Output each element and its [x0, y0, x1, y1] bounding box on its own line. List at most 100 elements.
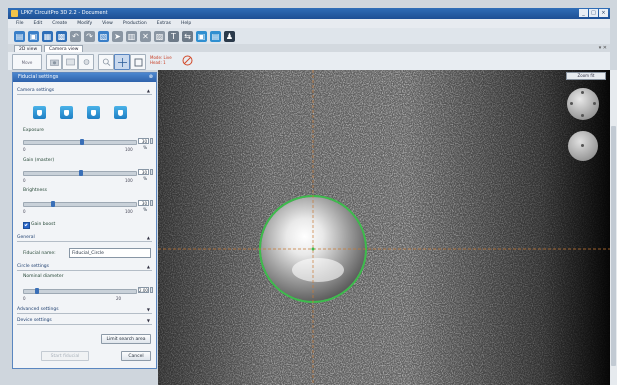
navigation-wheel[interactable] — [567, 88, 599, 120]
device-settings-label: Device settings — [17, 318, 52, 323]
menu-file[interactable]: File — [16, 21, 24, 26]
diameter-label: Nominal diameter — [23, 274, 64, 279]
text-icon[interactable]: T — [168, 30, 179, 42]
zoom-button[interactable] — [98, 54, 114, 70]
menu-extras[interactable]: Extras — [156, 21, 171, 26]
diameter-value[interactable]: 2.00 — [138, 287, 149, 293]
brightness-slider[interactable] — [23, 201, 137, 207]
print-icon[interactable]: ▩ — [56, 30, 67, 42]
minimize-button[interactable]: _ — [579, 9, 588, 17]
menu-create[interactable]: Create — [52, 21, 68, 26]
diameter-spinner[interactable] — [150, 287, 153, 293]
light-preset-4-icon[interactable] — [114, 106, 127, 119]
tab-2d-view[interactable]: 2D view — [14, 45, 43, 53]
brightness-value[interactable]: 30 % — [138, 200, 149, 212]
cut-icon[interactable]: ▧ — [98, 30, 109, 42]
nav-up-icon[interactable] — [581, 91, 584, 94]
zoom-fit-button[interactable]: Zoom fit — [566, 72, 606, 80]
nav-down-icon[interactable] — [581, 114, 584, 117]
app-logo-icon — [11, 10, 18, 17]
crosshair-button[interactable] — [114, 54, 130, 70]
exposure-value[interactable]: 30 % — [138, 138, 149, 150]
move-button[interactable]: Move — [12, 54, 42, 70]
gain-boost-checkbox[interactable] — [23, 222, 30, 229]
crosshair-icon — [117, 57, 127, 67]
gain-spinner[interactable] — [150, 169, 153, 175]
menu-help[interactable]: Help — [181, 21, 192, 26]
advanced-settings-label: Advanced settings — [17, 307, 59, 312]
scrollbar-thumb[interactable] — [611, 126, 616, 366]
copy-icon[interactable]: ▨ — [154, 30, 165, 42]
circle-settings-section[interactable]: Circle settings ▲ — [17, 263, 152, 271]
open-folder-icon[interactable]: ▣ — [28, 30, 39, 42]
exposure-slider-knob[interactable] — [80, 139, 85, 145]
start-fiducial-button[interactable]: Start fiducial — [41, 351, 89, 361]
light-button[interactable] — [78, 54, 94, 70]
measure-icon[interactable]: ⇆ — [182, 30, 193, 42]
table-icon[interactable]: ▤ — [210, 30, 221, 42]
expand-icon: ▼ — [146, 307, 150, 312]
snapshot-button[interactable] — [62, 54, 78, 70]
camera-tool-button[interactable] — [46, 54, 62, 70]
device-settings-section[interactable]: Device settings ▼ — [17, 317, 152, 325]
tab-close-controls[interactable]: ▾ ✕ — [598, 45, 607, 51]
new-document-icon[interactable]: ▤ — [14, 30, 25, 42]
light-preset-2-icon[interactable] — [60, 106, 73, 119]
zoom-wheel[interactable] — [568, 131, 598, 161]
grid-icon[interactable]: ▥ — [126, 30, 137, 42]
advanced-settings-section[interactable]: Advanced settings ▼ — [17, 306, 152, 314]
redo-icon[interactable]: ↷ — [84, 30, 95, 42]
light-preset-1-icon[interactable] — [33, 106, 46, 119]
general-label: General — [17, 235, 35, 240]
menu-edit[interactable]: Edit — [33, 21, 43, 26]
pointer-icon[interactable]: ➤ — [112, 30, 123, 42]
close-button[interactable]: × — [599, 9, 608, 17]
diameter-slider[interactable] — [23, 288, 137, 294]
exposure-label: Exposure — [23, 128, 44, 133]
tab-camera-view[interactable]: Camera view — [44, 45, 84, 53]
document-tabs: 2D view Camera view ▾ ✕ — [8, 44, 610, 53]
camera-icon — [49, 59, 59, 66]
frame-button[interactable] — [130, 54, 146, 70]
gain-slider[interactable] — [23, 170, 137, 176]
exposure-min: 0 — [23, 147, 26, 152]
collapse-icon: ▲ — [146, 88, 150, 93]
panel-header: Fiducial settings ⊗ — [13, 73, 156, 82]
stop-icon[interactable] — [182, 55, 193, 66]
frame-icon — [134, 58, 142, 66]
camera-settings-label: Camera settings — [17, 88, 55, 93]
menu-view[interactable]: View — [102, 21, 113, 26]
layers-icon[interactable]: ▣ — [196, 30, 207, 42]
limit-search-area-button[interactable]: Limit search area — [101, 334, 151, 344]
gain-slider-knob[interactable] — [79, 170, 84, 176]
gain-value[interactable]: 30 % — [138, 169, 149, 181]
save-icon[interactable]: ▦ — [42, 30, 53, 42]
brightness-spinner[interactable] — [150, 200, 153, 206]
light-icon — [83, 59, 89, 65]
delete-icon[interactable]: ✕ — [140, 30, 151, 42]
maximize-button[interactable]: □ — [589, 9, 598, 17]
vertical-scrollbar[interactable] — [610, 70, 617, 385]
undo-icon[interactable]: ↶ — [70, 30, 81, 42]
exposure-slider[interactable] — [23, 139, 137, 145]
exposure-spinner[interactable] — [150, 138, 153, 144]
nav-left-icon[interactable] — [570, 102, 573, 105]
fiducial-name-input[interactable]: Fiducial_Circle — [69, 248, 151, 258]
cancel-button[interactable]: Cancel — [121, 351, 151, 361]
general-section[interactable]: General ▲ — [17, 234, 152, 242]
status-mode: Mode: Live — [150, 55, 172, 60]
snapshot-icon — [65, 58, 75, 66]
tool-icon[interactable]: ♟ — [224, 30, 235, 42]
camera-view[interactable]: Zoom fit — [158, 70, 610, 385]
camera-settings-section[interactable]: Camera settings ▲ — [17, 87, 152, 95]
brightness-slider-knob[interactable] — [51, 201, 55, 207]
diameter-slider-knob[interactable] — [34, 288, 39, 294]
expand-icon: ▼ — [146, 318, 150, 323]
nav-right-icon[interactable] — [593, 102, 596, 105]
light-preset-3-icon[interactable] — [87, 106, 100, 119]
zoom-center-icon[interactable] — [581, 144, 584, 147]
gain-min: 0 — [23, 178, 26, 183]
menu-production[interactable]: Production — [122, 21, 147, 26]
menu-modify[interactable]: Modify — [77, 21, 93, 26]
pin-icon[interactable]: ⊗ — [148, 74, 153, 80]
